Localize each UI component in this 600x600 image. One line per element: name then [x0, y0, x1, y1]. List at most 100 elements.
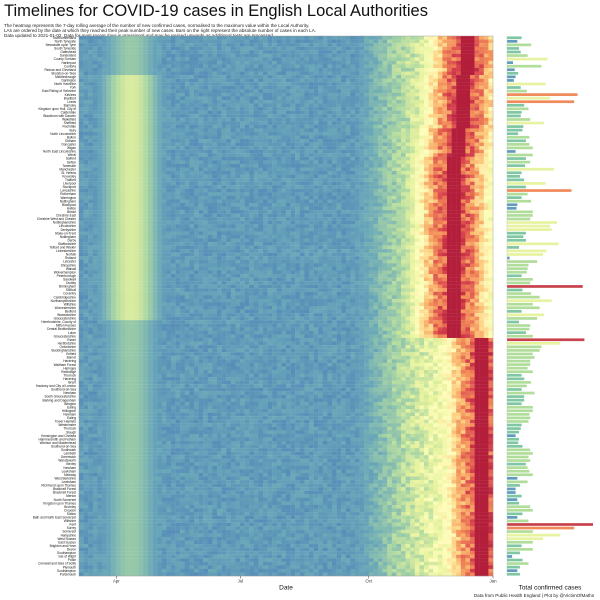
heatmap-cell — [364, 124, 369, 129]
heatmap-cell — [157, 206, 162, 211]
heatmap-cell — [217, 171, 222, 175]
heatmap-cell — [106, 50, 112, 54]
heatmap-cell — [263, 57, 268, 62]
heatmap-cell — [221, 231, 227, 236]
heatmap-cell — [148, 131, 153, 136]
heatmap-cell — [198, 213, 204, 218]
heatmap-cell — [410, 36, 415, 40]
heatmap-cell — [350, 199, 356, 204]
heatmap-cell — [171, 71, 176, 76]
heatmap-cell — [97, 131, 103, 136]
heatmap-cell — [318, 206, 323, 211]
heatmap-cell — [281, 210, 287, 214]
heatmap-cell — [152, 139, 158, 143]
heatmap-cell — [428, 202, 434, 207]
heatmap-cell — [387, 142, 392, 147]
heatmap-cell — [157, 107, 162, 111]
heatmap-cell — [396, 202, 402, 207]
heatmap-cell — [387, 82, 392, 86]
heatmap-cell — [138, 149, 144, 154]
heatmap-cell — [235, 146, 241, 150]
heatmap-cell — [424, 121, 429, 125]
heatmap-cell — [253, 75, 259, 79]
heatmap-cell — [106, 146, 112, 150]
heatmap-cell — [217, 149, 222, 154]
heatmap-cell — [161, 156, 167, 161]
heatmap-cell — [470, 39, 475, 44]
heatmap-cell — [152, 99, 158, 104]
heatmap-cell — [437, 103, 443, 108]
heatmap-cell — [451, 149, 457, 154]
heatmap-cell — [304, 220, 310, 225]
heatmap-cell — [120, 43, 126, 47]
heatmap-cell — [465, 220, 471, 225]
heatmap-cell — [281, 117, 287, 122]
heatmap-cell — [244, 185, 250, 189]
heatmap-cell — [240, 92, 245, 97]
heatmap-cell — [345, 39, 351, 44]
heatmap-cell — [111, 128, 116, 133]
heatmap-cell — [221, 213, 227, 218]
heatmap-cell — [387, 210, 392, 214]
heatmap-cell — [148, 163, 153, 168]
heatmap-cell — [276, 149, 282, 154]
heatmap-cell — [129, 188, 135, 193]
heatmap-cell — [253, 114, 259, 118]
heatmap-cell — [79, 43, 84, 47]
heatmap-cell — [88, 131, 93, 136]
heatmap-cell — [217, 163, 222, 168]
heatmap-cell — [244, 107, 250, 111]
heatmap-cell — [341, 167, 346, 172]
heatmap-cell — [341, 103, 346, 108]
heatmap-cell — [396, 107, 402, 111]
heatmap-cell — [217, 89, 222, 93]
heatmap-cell — [111, 110, 116, 115]
heatmap-cell — [235, 46, 241, 51]
heatmap-cell — [97, 67, 103, 72]
heatmap-cell — [368, 199, 374, 204]
heatmap-cell — [79, 163, 84, 168]
heatmap-cell — [129, 213, 135, 218]
heatmap-cell — [419, 64, 425, 69]
heatmap-cell — [258, 103, 264, 108]
heatmap-cell — [442, 124, 448, 129]
heatmap-cell — [240, 178, 245, 182]
heatmap-cell — [470, 89, 475, 93]
heatmap-cell — [161, 210, 167, 214]
heatmap-cell — [359, 64, 365, 69]
heatmap-cell — [355, 103, 360, 108]
heatmap-cell — [318, 71, 323, 76]
heatmap-cell — [368, 85, 374, 90]
heatmap-cell — [350, 110, 356, 115]
heatmap-cell — [405, 71, 411, 76]
heatmap-cell — [387, 114, 392, 118]
heatmap-cell — [414, 71, 420, 76]
heatmap-cell — [92, 139, 98, 143]
heatmap-cell — [212, 206, 218, 211]
heatmap-cell — [327, 199, 333, 204]
heatmap-cell — [451, 153, 457, 157]
heatmap-cell — [207, 181, 213, 186]
heatmap-cell — [299, 195, 305, 200]
heatmap-cell — [451, 146, 457, 150]
heatmap-cell — [373, 75, 379, 79]
heatmap-cell — [235, 50, 241, 54]
heatmap-cell — [410, 53, 415, 58]
heatmap-cell — [272, 124, 277, 129]
heatmap-cell — [290, 124, 296, 129]
heatmap-cell — [442, 163, 448, 168]
heatmap-cell — [447, 139, 452, 143]
heatmap-cell — [373, 202, 379, 207]
heatmap-cell — [460, 171, 466, 175]
heatmap-cell — [322, 185, 328, 189]
heatmap-cell — [345, 82, 351, 86]
heatmap-cell — [332, 135, 337, 140]
heatmap-cell — [433, 107, 438, 111]
heatmap-cell — [152, 36, 158, 40]
heatmap-cell — [161, 128, 167, 133]
heatmap-cell — [235, 124, 241, 129]
heatmap-cell — [359, 60, 365, 65]
heatmap-cell — [92, 75, 98, 79]
heatmap-cell — [157, 163, 162, 168]
heatmap-cell — [378, 227, 383, 232]
